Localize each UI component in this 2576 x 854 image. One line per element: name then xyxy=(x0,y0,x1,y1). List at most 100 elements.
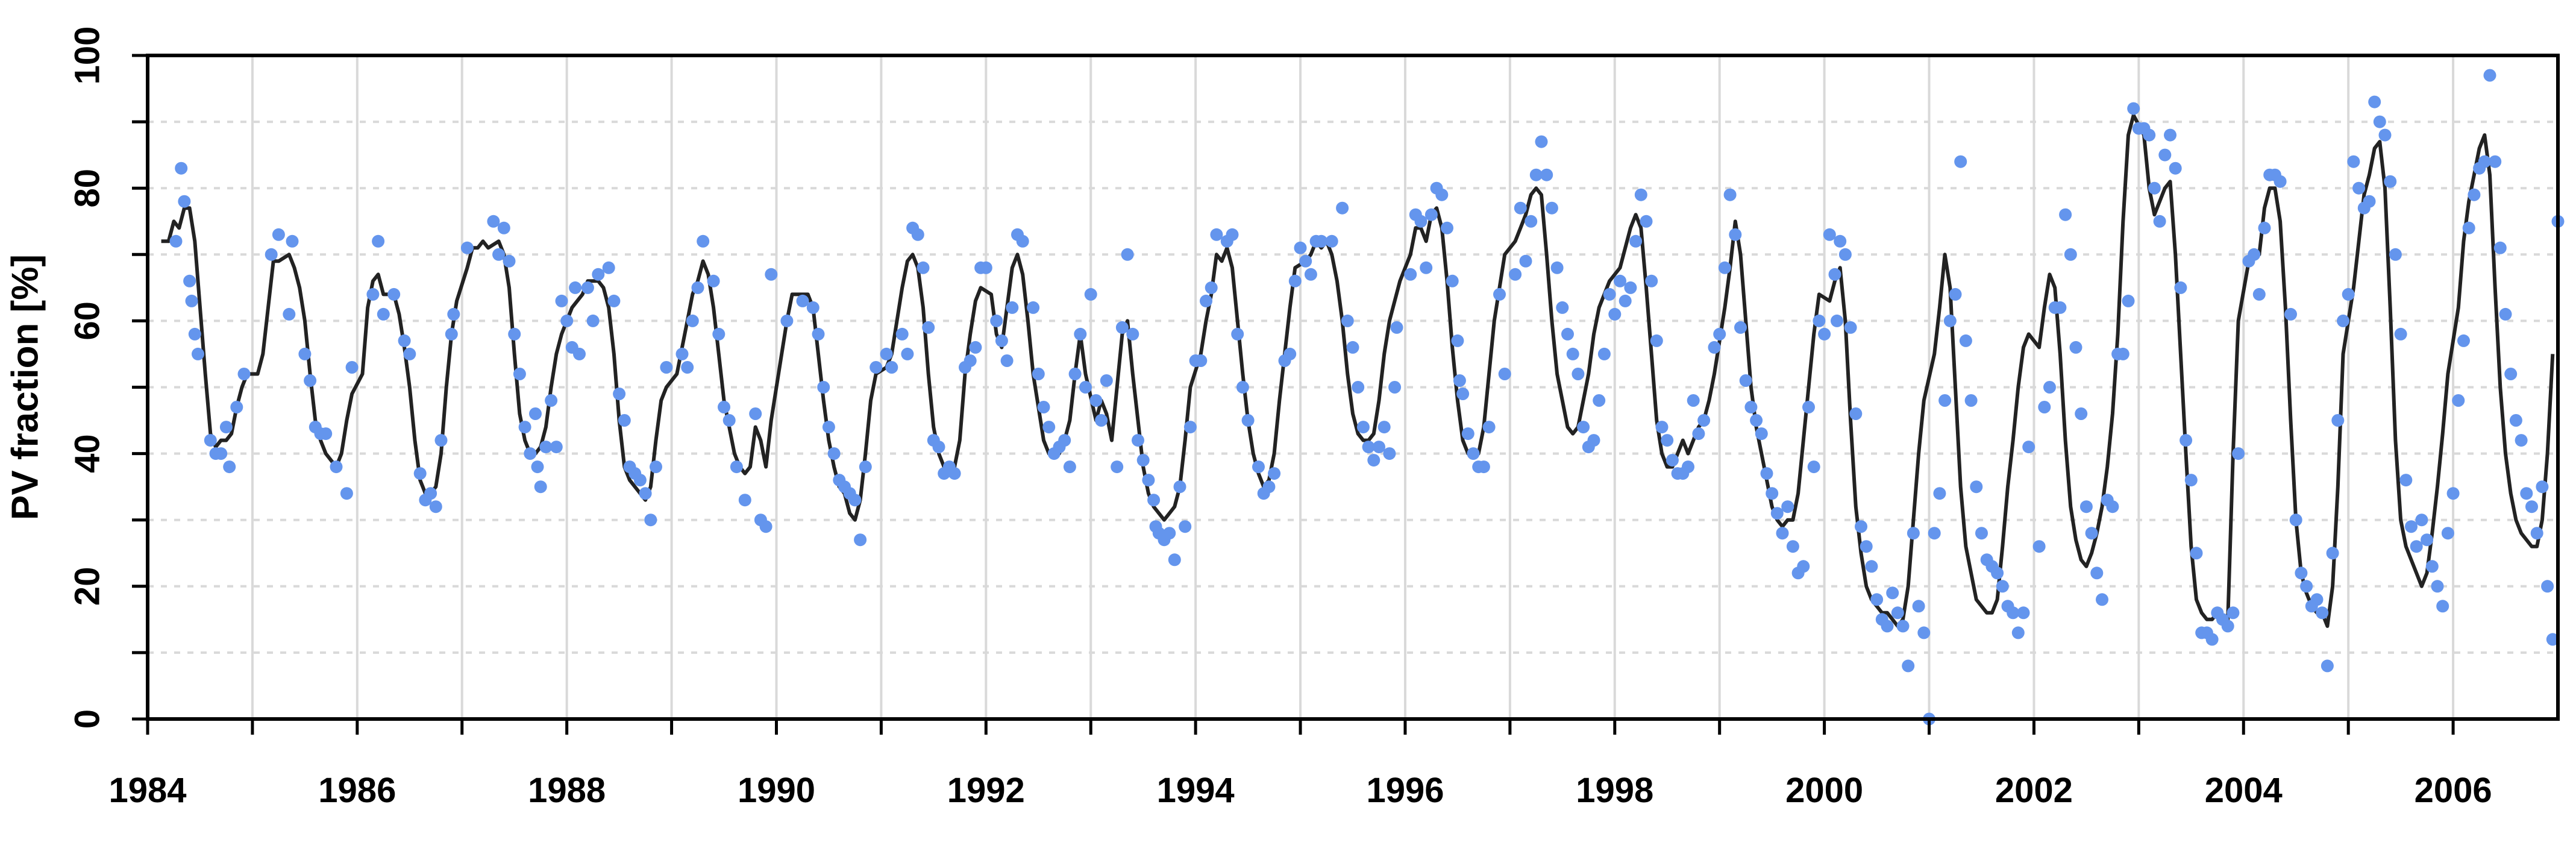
pv-data-point xyxy=(697,234,710,248)
pv-data-point xyxy=(691,281,704,294)
pv-data-point xyxy=(175,162,188,175)
pv-fraction-line xyxy=(161,113,2555,628)
x-tick-label: 1984 xyxy=(108,771,186,810)
pv-data-point xyxy=(188,327,201,341)
pv-data-point xyxy=(1970,480,1983,494)
pv-data-point xyxy=(2415,513,2428,527)
pv-data-point xyxy=(1755,427,1768,441)
pv-data-point xyxy=(1697,414,1711,427)
pv-data-point xyxy=(265,248,278,261)
pv-data-point xyxy=(1577,421,1590,434)
pv-data-point xyxy=(817,381,830,394)
pv-data-point xyxy=(2075,407,2088,420)
pv-data-point xyxy=(901,347,914,360)
pv-data-point xyxy=(2431,580,2444,593)
pv-data-point xyxy=(1614,274,1626,287)
pv-data-point xyxy=(1367,454,1380,467)
pv-data-point xyxy=(2184,474,2198,487)
pv-data-point xyxy=(1723,188,1737,201)
pv-data-point xyxy=(237,368,251,380)
pv-data-point xyxy=(1032,368,1045,380)
pv-data-point xyxy=(219,421,233,434)
pv-data-point xyxy=(1781,500,1794,513)
pv-data-point xyxy=(2205,633,2219,646)
pv-data-point xyxy=(2090,567,2104,580)
pv-data-point xyxy=(2017,606,2030,620)
pv-data-point xyxy=(524,447,537,460)
pv-data-point xyxy=(1451,334,1464,347)
pv-data-point xyxy=(2169,162,2182,175)
pv-data-point xyxy=(1739,374,1752,387)
pv-data-point xyxy=(319,427,333,441)
pv-data-point xyxy=(298,347,312,360)
pv-data-point xyxy=(2180,434,2193,447)
pv-data-point xyxy=(1299,254,1312,268)
pv-data-point xyxy=(1194,354,1208,367)
pv-data-point xyxy=(2394,327,2407,341)
pv-data-point xyxy=(2489,155,2502,168)
pv-data-point xyxy=(948,467,961,480)
pv-data-point xyxy=(618,414,631,427)
pv-data-point xyxy=(345,361,359,374)
pv-data-point xyxy=(2483,69,2496,82)
pv-data-point xyxy=(1744,401,1758,413)
pv-data-point xyxy=(1666,454,1679,467)
x-tick-label: 1996 xyxy=(1366,771,1444,810)
pv-data-point xyxy=(1807,460,1820,474)
pv-data-point xyxy=(633,474,647,487)
pv-data-point xyxy=(1823,228,1836,241)
pv-data-point xyxy=(2143,128,2156,142)
pv-data-point xyxy=(602,261,615,274)
pv-data-point xyxy=(1226,228,1239,241)
pv-data-point xyxy=(2148,181,2161,195)
pv-data-point xyxy=(1813,314,1826,327)
pv-data-point xyxy=(1561,327,1574,341)
pv-data-point xyxy=(1713,327,1726,341)
pv-data-point xyxy=(1514,201,1527,215)
pv-data-point xyxy=(1424,208,1438,221)
pv-data-point xyxy=(2274,175,2287,188)
pv-data-point xyxy=(215,447,228,460)
pv-data-point xyxy=(2085,527,2098,540)
pv-data-point xyxy=(1650,334,1663,347)
pv-data-point xyxy=(581,281,594,294)
pv-data-point xyxy=(434,434,448,447)
pv-data-point xyxy=(1655,421,1669,434)
pv-data-point xyxy=(2295,567,2308,580)
pv-data-point xyxy=(1373,441,1385,454)
pv-data-point xyxy=(1383,447,1396,460)
pv-data-point xyxy=(1079,381,1092,394)
pv-data-point xyxy=(169,234,183,248)
pv-data-point xyxy=(738,494,751,507)
pv-data-point xyxy=(932,441,945,454)
pv-data-point xyxy=(2342,287,2355,301)
pv-data-point xyxy=(2038,401,2051,413)
pv-data-point xyxy=(2316,606,2329,620)
pv-data-point xyxy=(1183,421,1197,434)
pv-data-point xyxy=(387,287,401,301)
pv-data-point xyxy=(722,414,736,427)
pv-data-point xyxy=(2326,547,2339,560)
pv-data-point xyxy=(1441,221,1453,234)
pv-data-point xyxy=(917,261,930,274)
pv-data-point xyxy=(1132,434,1144,447)
pv-data-point xyxy=(2468,188,2481,201)
pv-data-point xyxy=(445,327,458,341)
pv-data-point xyxy=(230,401,243,413)
pv-data-point xyxy=(2546,633,2559,646)
pv-data-point xyxy=(1566,347,1579,360)
pv-data-point xyxy=(2096,593,2108,606)
pv-data-point xyxy=(1390,321,1403,334)
pv-data-point xyxy=(1687,394,1700,407)
x-tick-label: 1986 xyxy=(318,771,396,810)
pv-data-point xyxy=(895,327,909,341)
x-tick-label: 2002 xyxy=(1995,771,2073,810)
pv-data-point xyxy=(686,314,699,327)
pv-data-point xyxy=(192,347,204,360)
pv-data-point xyxy=(1268,467,1281,480)
pv-data-point xyxy=(859,460,872,474)
pv-data-point xyxy=(1597,347,1611,360)
pv-data-point xyxy=(2446,487,2460,500)
pv-data-point xyxy=(1100,374,1113,387)
pv-data-point xyxy=(2059,208,2072,221)
